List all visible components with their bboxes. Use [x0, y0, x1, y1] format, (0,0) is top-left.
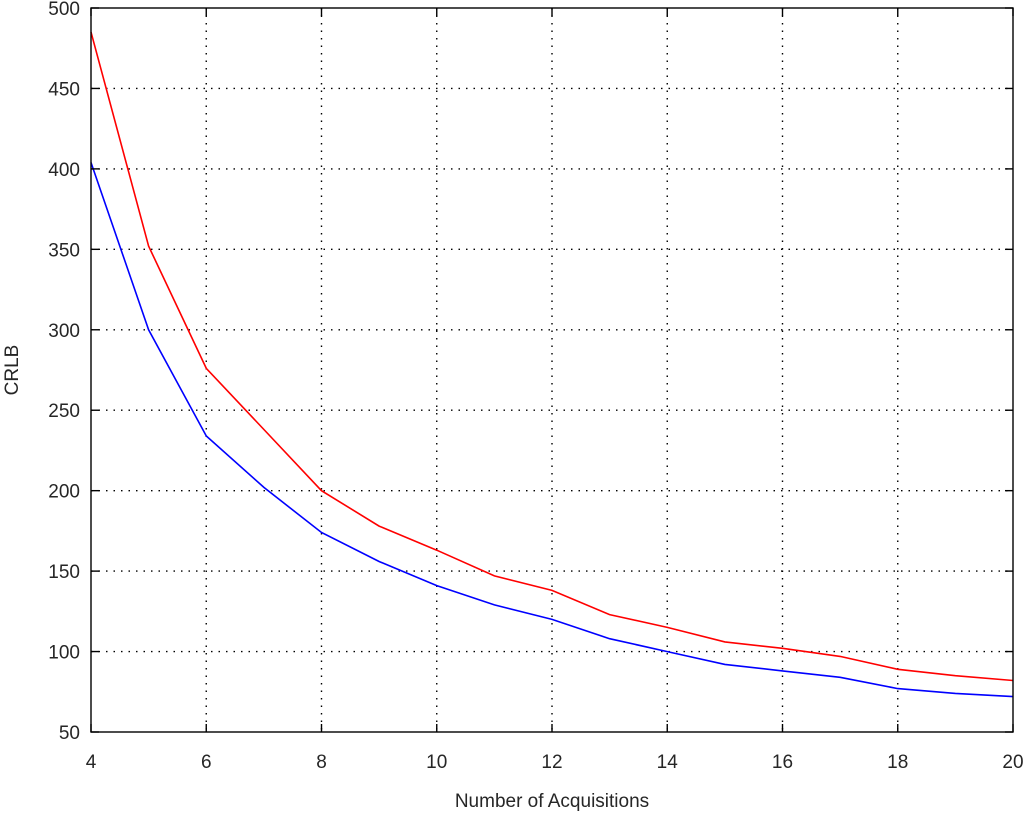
ticks: 4 6 8 10 12 14 16 18 20 50 100 150 200 250 300 350 400 45… — [48, 0, 1023, 773]
x-tick-label: 8 — [316, 752, 327, 773]
series-line-2 — [90, 162, 1014, 698]
y-tick-label: 450 — [48, 79, 80, 100]
y-tick-label: 350 — [48, 240, 80, 261]
x-tick-label: 12 — [541, 752, 562, 773]
x-tick-label: 10 — [426, 752, 447, 773]
y-tick-label: 200 — [48, 482, 80, 503]
x-tick-label: 16 — [772, 752, 793, 773]
x-axis-label: Number of Acquisitions — [455, 791, 649, 812]
x-tick-label: 18 — [887, 752, 908, 773]
x-tick-label: 6 — [201, 752, 212, 773]
y-tick-label: 300 — [48, 321, 80, 342]
y-axis-label: CRLB — [2, 345, 23, 396]
x-tick-label: 4 — [86, 752, 97, 773]
y-tick-label: 100 — [48, 643, 80, 664]
grid — [91, 8, 1013, 732]
x-tick-label: 14 — [657, 752, 679, 773]
series-group — [90, 31, 1014, 698]
y-tick-label: 250 — [48, 401, 80, 422]
y-tick-label: 500 — [48, 0, 80, 20]
x-tick-label: 20 — [1002, 752, 1023, 773]
y-tick-label: 50 — [59, 723, 80, 744]
y-tick-label: 150 — [48, 562, 80, 583]
series-line-1 — [90, 31, 1014, 682]
y-tick-label: 400 — [48, 160, 80, 181]
